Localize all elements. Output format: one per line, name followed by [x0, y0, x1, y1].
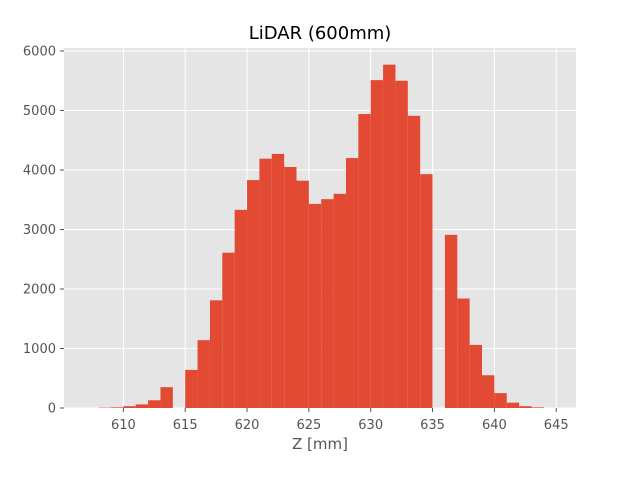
y-tick-label: 5000	[23, 104, 56, 119]
histogram-bar	[296, 180, 309, 408]
histogram-bar	[209, 300, 223, 408]
histogram-bar	[494, 393, 507, 408]
histogram-bar	[234, 209, 248, 408]
x-tick-label: 610	[111, 418, 136, 433]
histogram-bar	[259, 158, 272, 408]
y-tick-label: 2000	[23, 282, 56, 297]
histogram-bar	[308, 203, 322, 408]
x-tick-label: 630	[358, 418, 383, 433]
histogram-bar	[469, 344, 483, 408]
y-axis-ticks: 0 1000 2000 3000 4000 5000 6000	[23, 44, 64, 417]
histogram-bar	[197, 340, 210, 408]
histogram-bar	[358, 114, 371, 408]
histogram-bar	[457, 298, 470, 408]
y-tick-label: 3000	[23, 223, 56, 238]
x-tick-label: 620	[235, 418, 260, 433]
x-tick-label: 640	[482, 418, 507, 433]
x-axis-ticks: 610 615 620 625 630 635 640 645	[111, 408, 569, 433]
histogram-bar	[482, 375, 495, 408]
x-tick-label: 635	[420, 418, 445, 433]
histogram-bar	[148, 400, 161, 408]
histogram-bar	[284, 167, 297, 408]
histogram-bar	[333, 193, 346, 408]
y-tick-label: 4000	[23, 163, 56, 178]
histogram-bar	[247, 180, 260, 408]
histogram-bar	[110, 407, 124, 408]
bars	[98, 64, 544, 409]
histogram-bar	[383, 64, 396, 408]
histogram-bar	[321, 199, 334, 408]
histogram-bar	[123, 406, 136, 408]
histogram-bar	[531, 407, 544, 408]
histogram-bar	[506, 402, 520, 408]
histogram-bar	[370, 80, 384, 408]
histogram-bar	[345, 158, 359, 408]
chart-title: LiDAR (600mm)	[249, 23, 392, 44]
histogram-bar	[271, 153, 285, 408]
y-tick-label: 1000	[23, 342, 56, 357]
y-tick-label: 6000	[23, 44, 56, 59]
histogram-bar	[420, 174, 433, 408]
histogram-bar	[185, 369, 198, 408]
histogram-bar	[222, 252, 235, 408]
x-tick-label: 615	[173, 418, 198, 433]
histogram-bar	[160, 387, 173, 408]
histogram-bar	[444, 234, 458, 408]
histogram-bar	[395, 80, 408, 409]
histogram-bar	[519, 406, 532, 408]
x-axis-label: Z [mm]	[292, 435, 348, 453]
x-tick-label: 625	[296, 418, 321, 433]
y-tick-label: 0	[48, 402, 56, 417]
histogram-bar	[407, 115, 421, 408]
x-tick-label: 645	[544, 418, 569, 433]
histogram-bar	[135, 404, 149, 408]
